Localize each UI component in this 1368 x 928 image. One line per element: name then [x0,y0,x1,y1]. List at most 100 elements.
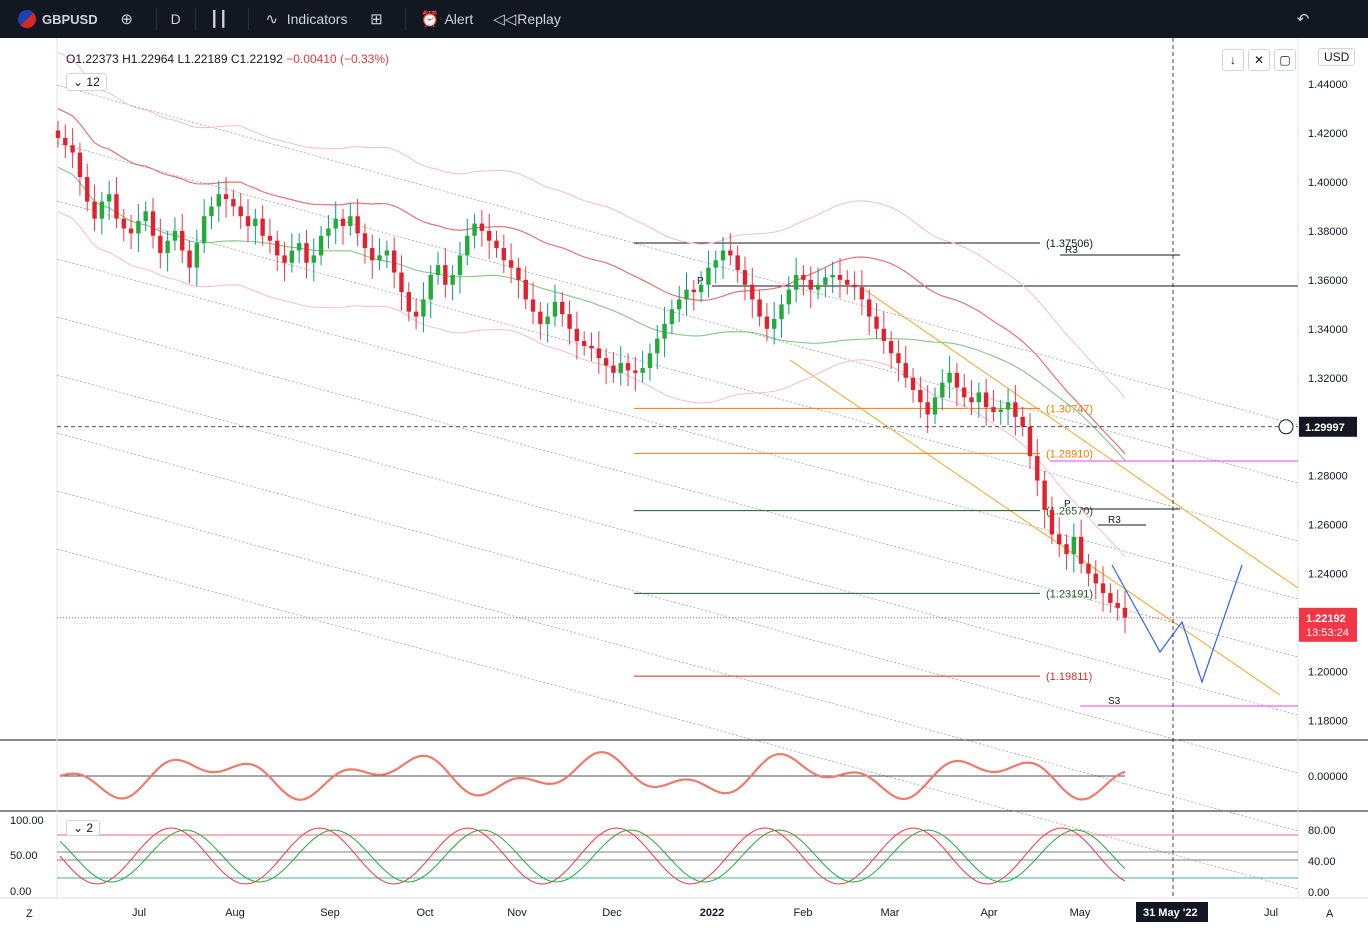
time-tick-label: Oct [416,907,433,919]
channel-line [56,200,1299,542]
candle-body [231,199,236,207]
candle-body [698,284,704,293]
candle-body [633,370,638,373]
compare-button[interactable]: ⊕ [108,0,152,38]
last-price-badge [1299,607,1357,642]
candle-body [969,397,974,403]
top-toolbar: GBPUSD ⊕ D ┃┃ ∿ Indicators ⊞ ⏰ Alert ◁◁ … [0,0,1368,38]
candle-body [757,299,762,317]
candle-body [326,228,331,236]
replay-button[interactable]: ◁◁ Replay [483,0,571,38]
price-chart[interactable]: (1.30747)(1.28910)(1.26570)(1.23191)(1.1… [0,38,1368,928]
interval-button[interactable]: D [161,0,191,38]
candle-body [99,201,105,219]
candle-body [823,277,828,285]
candle-body [581,341,587,346]
candle-body [676,299,682,310]
time-tick-label: Jul [132,907,146,919]
candle-body [998,409,1003,413]
candle-body [874,316,879,329]
indicator-collapse-toggle[interactable]: ⌄ 12 [66,73,107,91]
osc2-right-tick: 40.00 [1308,856,1336,868]
price-tick-label: 1.32000 [1308,373,1348,385]
candle-body [406,292,411,312]
candle-body [245,216,251,227]
close-pane-button[interactable]: ✕ [1248,49,1270,71]
replay-label: Replay [517,11,561,27]
candle-body [750,284,755,300]
legend-close: C1.22192 [230,52,283,66]
indicators-button[interactable]: ∿ Indicators [253,0,358,38]
pivot-label: R3 [1065,245,1078,256]
indicator-panes: 0.00000 100.00 50.00 0.00 80.00 40.00 0.00 [10,751,1348,899]
candle-body [552,301,558,317]
pivot-label: S3 [1108,696,1121,707]
divider [194,8,196,30]
channel-line [56,84,1299,426]
candle-body [837,274,843,280]
candle-body [662,323,667,339]
crosshair-price-badge [1299,416,1357,437]
symbol-selector[interactable]: GBPUSD [8,0,108,38]
candle-body [808,279,813,290]
candle-body [983,392,989,408]
candle-body [223,194,229,200]
candle-body [596,348,602,359]
symbol-label: GBPUSD [42,11,98,27]
candle-body [516,267,521,280]
time-tick-label: 2022 [700,907,724,919]
osc2-left-tick: 0.00 [10,886,31,898]
candle-body [728,250,733,256]
candle-body [691,289,697,293]
candle-body [384,250,390,256]
osc2-left-tick: 50.00 [10,850,38,862]
stoch-k-line [59,827,1126,885]
candle-body [508,260,514,268]
candle-body [881,328,887,342]
alert-button[interactable]: ⏰ Alert [410,0,483,38]
undo-button[interactable]: ↶ [1284,0,1328,38]
time-tick-label: Jul [1264,907,1278,919]
time-tick-label: Apr [980,907,997,919]
rewind-icon: ◁◁ [493,11,517,28]
legend-low: L1.22189 [177,52,228,66]
candle-body [143,211,148,222]
candle-body [201,216,207,244]
channel-line [56,490,1299,832]
channel-line [56,374,1299,716]
maximize-pane-button[interactable]: ▢ [1274,49,1296,71]
candle-body [479,223,485,231]
candle-body [947,372,952,383]
candle-body [918,390,923,403]
currency-selector[interactable]: USD [1318,48,1356,66]
fib-label: (1.28910) [1046,448,1093,460]
candle-body [530,299,536,312]
candle-body [399,272,404,293]
candle-body [238,206,243,217]
candle-body [896,353,901,364]
pivot-label: R3 [1108,515,1121,526]
candle-body [940,382,945,398]
candle-body [1086,563,1091,574]
candle-body [486,230,492,241]
alarm-clock-icon: ⏰ [420,11,440,28]
price-tick-label: 1.38000 [1308,226,1348,238]
chart-type-button[interactable]: ┃┃ [200,0,244,38]
candle-body [545,316,550,324]
currency-label: USD [1324,50,1350,64]
fib-levels: (1.30747)(1.28910)(1.26570)(1.23191)(1.1… [634,238,1093,683]
candle-body [494,240,499,249]
candle-body [370,248,375,261]
candle-body [735,255,740,271]
templates-button[interactable]: ⊞ [357,0,401,38]
candle-body [355,216,360,234]
candle-body [976,392,982,403]
scroll-down-button[interactable]: ↓ [1222,49,1244,71]
candles [55,120,1128,634]
indicators-label: Indicators [286,11,348,27]
candle-body [962,387,967,398]
candle-body [216,194,221,207]
candle-body [991,407,996,413]
oscillator-collapse-toggle[interactable]: ⌄ 2 [66,820,101,836]
divider [405,8,407,30]
